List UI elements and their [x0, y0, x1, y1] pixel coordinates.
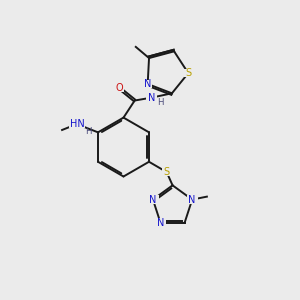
Text: O: O	[116, 83, 123, 93]
Text: N: N	[149, 195, 157, 205]
Text: HN: HN	[70, 119, 85, 129]
FancyBboxPatch shape	[146, 94, 158, 102]
FancyBboxPatch shape	[184, 69, 193, 77]
FancyBboxPatch shape	[69, 120, 85, 128]
FancyBboxPatch shape	[143, 80, 152, 88]
Text: N: N	[188, 195, 196, 205]
Text: N: N	[157, 218, 164, 228]
FancyBboxPatch shape	[162, 168, 171, 176]
FancyBboxPatch shape	[155, 218, 166, 227]
FancyBboxPatch shape	[115, 84, 124, 92]
Text: H: H	[157, 98, 164, 107]
Text: H: H	[85, 127, 91, 136]
Text: N: N	[148, 93, 155, 103]
Text: S: S	[164, 167, 170, 177]
Text: N: N	[144, 79, 152, 89]
FancyBboxPatch shape	[147, 195, 158, 204]
Text: S: S	[185, 68, 191, 78]
FancyBboxPatch shape	[187, 195, 198, 204]
